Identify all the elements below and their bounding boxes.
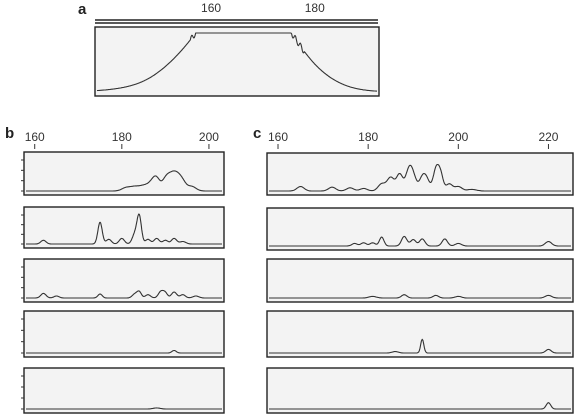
- panel-c-trace-1: [269, 163, 571, 192]
- panel-b-trace-1: [25, 170, 223, 192]
- panel-c-trace-frame-1: [266, 152, 574, 196]
- panel-letter-a: a: [78, 1, 87, 18]
- panel-letter-b: b: [5, 125, 14, 142]
- panel-b: 160 180 200: [21, 130, 225, 414]
- panel-c-trace-3: [269, 294, 571, 299]
- panel-a-trace-frame-1: [94, 26, 380, 97]
- panel-a-tick-label-180: 180: [305, 1, 325, 15]
- panel-b-trace-frame-4: [23, 310, 225, 358]
- panel-letter-c: c: [253, 125, 261, 142]
- panel-a-tick-label-160: 160: [201, 1, 221, 15]
- panel-b-tick-label-160: 160: [25, 130, 45, 144]
- panel-b-trace-frame-5: [23, 367, 225, 414]
- panel-c-trace-2: [269, 235, 571, 247]
- panel-b-tick-label-180: 180: [112, 130, 132, 144]
- panel-c-trace-frame-5: [266, 367, 574, 414]
- panel-a: 160 180: [94, 1, 380, 97]
- panel-b-trace-2: [25, 213, 223, 245]
- panel-b-tick-label-200: 200: [199, 130, 219, 144]
- panel-c-tick-label-220: 220: [538, 130, 558, 144]
- panel-b-trace-3: [25, 289, 223, 299]
- panel-b-trace-4: [25, 349, 223, 354]
- panel-c-tick-label-180: 180: [358, 130, 378, 144]
- panel-b-trace-5: [25, 407, 223, 410]
- panel-b-trace-frame-2: [23, 206, 225, 249]
- panel-c-trace-frame-2: [266, 207, 574, 251]
- panel-b-trace-frame-3: [23, 258, 225, 303]
- panel-b-trace-frame-1: [23, 151, 225, 196]
- panel-c-tick-label-200: 200: [448, 130, 468, 144]
- panel-c-trace-frame-3: [266, 258, 574, 303]
- panel-c-trace-4: [269, 338, 571, 354]
- panel-c: 160 180 200 220: [266, 130, 574, 414]
- panel-c-tick-label-160: 160: [268, 130, 288, 144]
- panel-c-trace-5: [269, 402, 571, 410]
- panel-a-trace-1: [96, 32, 378, 92]
